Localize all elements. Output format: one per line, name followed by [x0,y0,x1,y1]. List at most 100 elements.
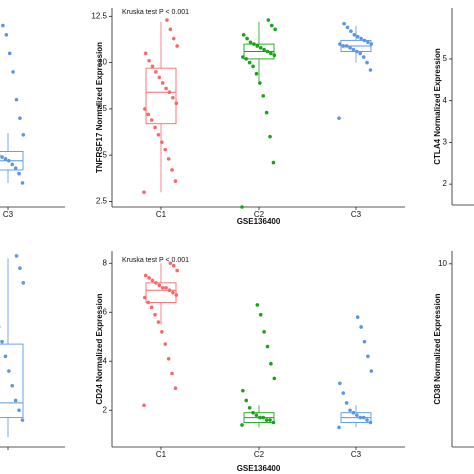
data-point [240,205,244,209]
data-point [338,381,342,386]
data-point [146,112,151,117]
data-point [160,81,165,85]
data-point [245,36,249,41]
data-point [17,171,21,176]
data-point [142,190,146,194]
data-point [264,418,269,422]
data-point [0,339,4,344]
data-point [361,55,366,59]
data-point [241,388,245,393]
data-point [160,330,164,334]
data-point [345,25,350,30]
data-point [269,23,274,28]
x-axis-title: GSE136400 [237,464,281,473]
data-point [261,94,266,98]
data-point [10,162,15,167]
data-point [170,371,174,376]
x-tick-label: C1 [156,210,167,219]
data-point [262,330,266,334]
data-point [352,33,357,37]
y-axis-title: CD24 Normalized Expression [95,293,104,404]
annotation: Kruska test P < 0.001 [122,257,189,264]
data-point [273,27,277,32]
x-tick-label: C3 [351,450,362,459]
data-point [164,285,168,290]
data-point [163,342,168,346]
data-point [150,278,155,283]
data-point [153,312,157,317]
data-point [147,58,151,63]
data-point [254,71,259,76]
data-point [163,147,168,152]
y-tick-label: 2.5 [96,197,108,206]
data-point [143,51,148,56]
data-point [164,86,168,91]
data-point [241,33,246,37]
data-point [269,51,273,56]
data-point [156,320,161,324]
data-point [171,36,176,41]
y-tick-label: 5 [443,54,448,63]
data-point [3,354,8,359]
data-point [18,116,22,120]
data-point [168,27,173,32]
data-point [160,140,164,145]
data-point [248,40,253,45]
data-point [362,339,367,344]
annotation: Kruska test P < 0.001 [122,9,189,16]
data-point [166,157,171,161]
data-point [272,376,277,381]
data-point [7,369,11,373]
data-point [247,406,252,410]
data-point [157,283,162,288]
data-point [166,357,171,361]
data-point [168,261,173,266]
data-point [150,64,155,69]
data-point [3,157,8,161]
data-point [369,369,374,373]
data-point [143,273,148,278]
data-point [175,268,179,273]
data-point [337,425,341,430]
y-tick-label: 5 [103,150,108,159]
data-point [20,181,25,185]
data-point [171,95,175,100]
y-tick-label: 12.5 [91,11,107,20]
y-tick-label: 4 [443,96,448,105]
data-point [142,403,146,408]
data-point [18,266,22,270]
x-tick-label: C3 [3,210,14,219]
data-point [173,179,178,183]
data-point [7,51,12,56]
data-point [13,398,18,403]
data-point [175,44,179,48]
data-point [13,166,18,170]
y-axis-title: CTLA4 Normalized Expression [433,48,442,165]
data-point [266,18,271,22]
data-point [4,33,9,37]
x-tick-label: C2 [254,450,265,459]
data-point [244,398,249,403]
data-point [20,418,25,422]
data-point [355,413,359,417]
data-point [171,263,176,268]
x-tick-label: C2 [254,210,265,219]
data-point [365,60,369,65]
data-point [247,60,252,65]
data-point [258,312,263,317]
y-tick-label: 2 [103,405,108,414]
data-point [21,133,26,137]
data-point [21,281,26,285]
data-point [349,29,353,33]
data-point [149,118,154,122]
data-point [165,18,169,22]
data-point [265,344,270,349]
x-axis-title: GSE136400 [237,217,281,226]
y-tick-label: 3 [443,138,448,147]
data-point [156,133,161,137]
data-point [337,116,341,120]
data-point [366,354,370,359]
data-point [355,34,360,39]
y-tick-label: 6 [103,307,108,316]
y-axis-title: CD38 Normalized Expression [433,293,442,404]
